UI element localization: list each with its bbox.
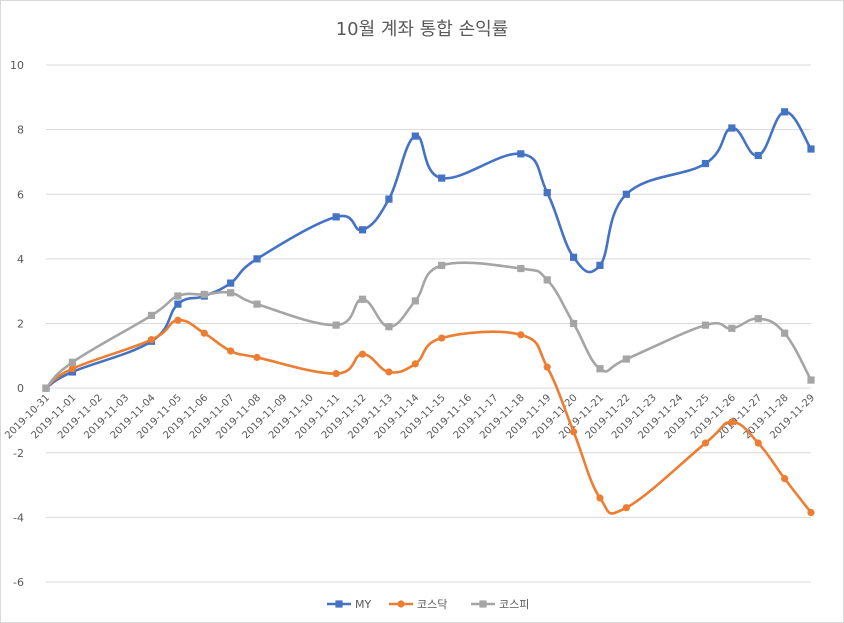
data-point (227, 289, 235, 297)
legend-entry[interactable]: 코스닥 (389, 598, 447, 611)
data-point (253, 255, 261, 263)
data-point (438, 174, 446, 182)
data-point (517, 331, 525, 339)
data-point (517, 150, 525, 158)
data-point (781, 108, 789, 116)
data-point (807, 508, 815, 517)
legend-swatch-marker (479, 600, 487, 608)
data-point (227, 279, 235, 287)
data-point (411, 297, 419, 305)
data-point (438, 334, 446, 342)
data-point (569, 253, 578, 261)
x-axis-ticks: 2019-10-312019-11-012019-11-022019-11-03… (3, 392, 817, 441)
series-line (44, 318, 813, 515)
legend-label: 코스닥 (417, 598, 447, 611)
data-point (147, 336, 156, 344)
data-point (411, 132, 419, 140)
data-point (385, 368, 393, 376)
data-point (174, 316, 182, 324)
y-tick-label: -2 (13, 447, 24, 460)
data-point (385, 195, 393, 203)
data-point (358, 295, 367, 303)
data-point (701, 159, 710, 168)
y-tick-label: -6 (13, 576, 24, 589)
legend-entry[interactable]: 코스피 (471, 598, 529, 611)
data-point (543, 363, 551, 371)
data-point (728, 418, 736, 426)
data-point (253, 353, 261, 362)
y-tick-label: 6 (17, 188, 24, 201)
data-point (807, 145, 815, 153)
data-point (543, 276, 551, 284)
data-point (200, 290, 208, 299)
data-point (332, 213, 340, 221)
series-line (44, 261, 813, 390)
data-point (807, 376, 815, 384)
legend-swatch-marker (335, 600, 343, 608)
legend-swatch-marker (397, 600, 405, 608)
data-point (622, 190, 630, 198)
data-point (517, 264, 525, 273)
data-point (728, 324, 736, 332)
y-tick-label: 0 (17, 382, 24, 395)
data-point (701, 321, 710, 329)
data-point (543, 189, 551, 197)
data-point (200, 329, 208, 337)
data-point (358, 350, 367, 358)
y-tick-label: 2 (17, 318, 24, 331)
data-point (147, 311, 156, 320)
data-point (174, 300, 182, 308)
y-tick-label: 8 (17, 124, 24, 137)
series-line (44, 110, 813, 390)
legend-label: 코스피 (499, 598, 529, 611)
chart-title: 10월 계좌 통합 손익률 (335, 19, 509, 40)
series-3 (42, 261, 815, 392)
data-point (622, 355, 630, 363)
data-point (438, 261, 446, 269)
data-point (569, 428, 578, 436)
y-tick-label: 4 (17, 253, 24, 266)
data-point (569, 319, 578, 328)
legend[interactable]: MY 코스닥 코스피 (327, 598, 529, 611)
y-tick-label: 10 (10, 59, 24, 72)
series-lines (42, 108, 815, 517)
data-point (781, 475, 789, 483)
data-point (411, 360, 419, 368)
data-point (754, 315, 762, 323)
series-1 (42, 108, 815, 392)
gridlines (46, 64, 811, 583)
data-point (227, 347, 235, 355)
data-point (385, 323, 393, 331)
data-point (596, 365, 604, 373)
x-tick-label: 2019-10-31 (3, 392, 52, 441)
data-point (596, 494, 604, 502)
data-point (332, 369, 340, 378)
series-2 (42, 316, 815, 517)
data-point (728, 124, 736, 132)
data-point (68, 365, 76, 373)
data-point (701, 439, 710, 447)
data-point (622, 504, 630, 512)
data-point (754, 151, 762, 160)
data-point (253, 300, 261, 308)
data-point (754, 439, 762, 447)
y-axis-ticks: -6 -4 -2 0 2 4 6 8 10 (10, 59, 24, 589)
legend-entry[interactable]: MY (327, 598, 371, 611)
data-point (174, 292, 182, 300)
y-tick-label: -4 (13, 511, 24, 524)
data-point (781, 329, 789, 337)
data-point (332, 321, 340, 329)
data-point (358, 226, 367, 234)
legend-label: MY (355, 598, 371, 611)
data-point (596, 261, 604, 269)
data-point (42, 384, 50, 392)
data-point (68, 358, 76, 366)
